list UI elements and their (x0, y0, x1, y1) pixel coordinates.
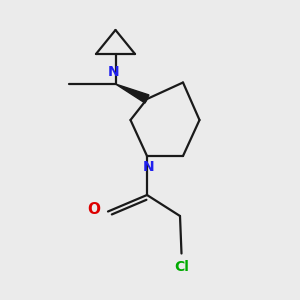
Text: O: O (88, 202, 100, 217)
Text: Cl: Cl (174, 260, 189, 274)
Polygon shape (116, 84, 149, 103)
Text: N: N (108, 64, 120, 79)
Text: N: N (143, 160, 154, 174)
